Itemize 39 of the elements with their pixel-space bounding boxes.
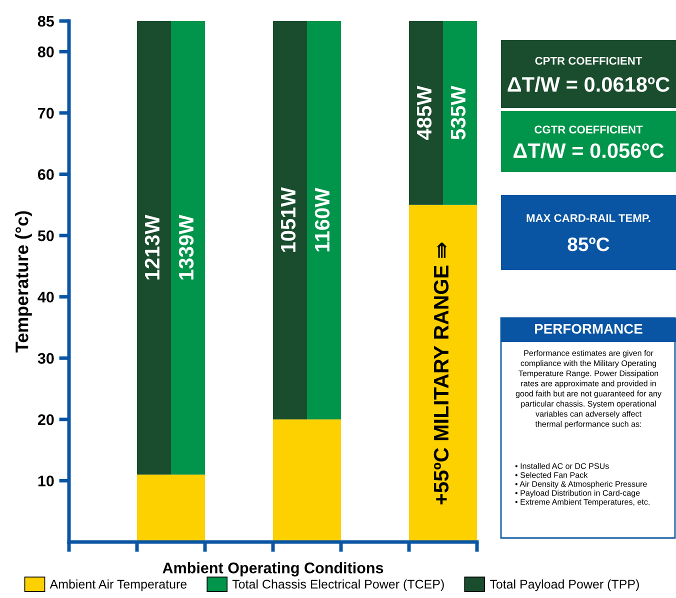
bar (273, 21, 307, 420)
y-tick-label: 40 (38, 292, 54, 303)
y-tick-label: 50 (38, 230, 54, 242)
annotation: 485W (416, 86, 432, 140)
y-tick-label: 20 (38, 414, 54, 426)
x-axis-title: Ambient Operating Conditions (162, 562, 384, 576)
text: 85ºC (568, 237, 610, 252)
text: Performance estimates are given for compliance with the Military Operating Temperature Range. Power Dissipation rates are approximate and provided in good faith but are not guaranteed for any particular chassis. System operational variables can adversely affect thermal performance such as: (516, 350, 662, 428)
text: ΔT/W = 0.0618ºC (508, 76, 670, 92)
y-tick-label: 10 (38, 476, 54, 486)
bar (409, 21, 443, 205)
text: • Installed AC or DC PSUs • Selected Fan Pack • Air Density & Atmospheric Pressure • Payload Distribution in Card-cage • Extreme Ambient Temperatures, etc. (515, 463, 650, 506)
text: MAX CARD-RAIL TEMP. (526, 214, 650, 222)
bar (137, 474, 205, 542)
annotation: 1213W (144, 214, 160, 280)
text: CPTR COEFFICIENT (535, 56, 642, 65)
text: ΔT/W = 0.056ºC (514, 142, 664, 158)
y-tick-label: 30 (38, 352, 54, 364)
y-tick-label: 70 (38, 108, 54, 119)
text: CGTR COEFFICIENT (534, 126, 643, 134)
bar (443, 21, 477, 205)
legend-label: Total Chassis Electrical Power (TCEP) (232, 579, 444, 592)
annotation: 1160W (314, 188, 330, 252)
y-axis-title: Temperature (°c) (15, 211, 32, 352)
bar (307, 21, 341, 420)
annotation: 535W (450, 86, 466, 140)
legend-label: Total Payload Power (TPP) (490, 579, 639, 592)
y-tick-label: 85 (38, 16, 54, 27)
bar (409, 204, 477, 542)
bar (171, 21, 205, 475)
text: PERFORMANCE (535, 324, 642, 334)
y-tick-label: 80 (38, 46, 54, 58)
bar (137, 21, 171, 475)
legend-label: Ambient Air Temperature (50, 579, 187, 592)
annotation: 1051W (280, 187, 296, 252)
y-tick-label: 60 (38, 169, 54, 180)
annotation: +55ºC MILITARY RANGE ⇛ (434, 242, 449, 504)
bar (273, 419, 341, 542)
annotation: 1339W (178, 214, 194, 280)
